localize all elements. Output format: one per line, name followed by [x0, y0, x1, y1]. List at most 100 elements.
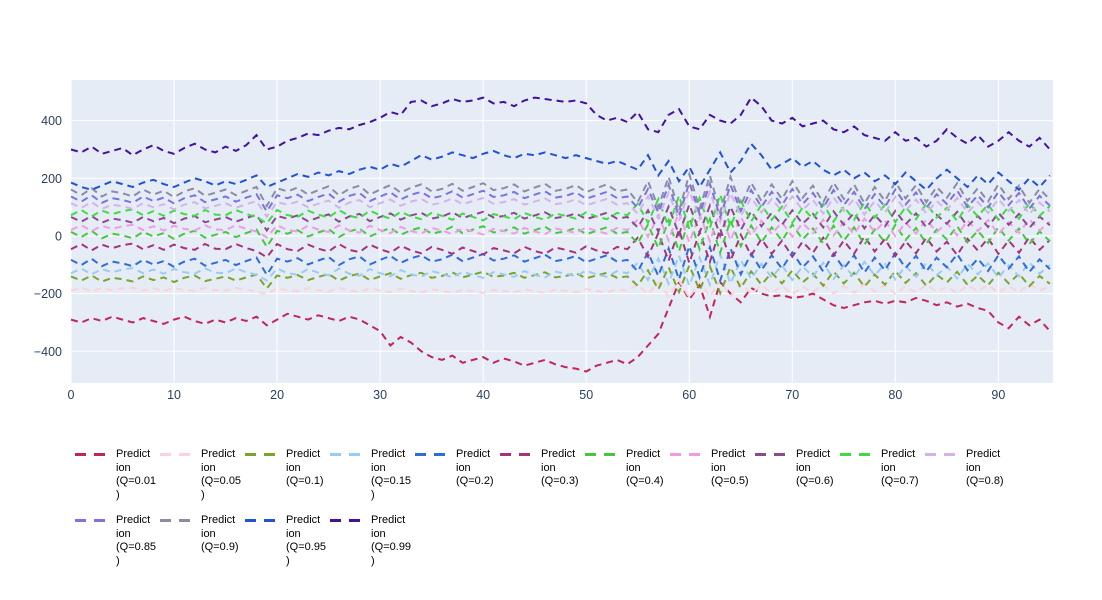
legend-item-q0-95[interactable]: Predict ion (Q=0.95) [245, 514, 330, 568]
x-tick-label: 50 [579, 388, 593, 402]
legend-label-line: ion [796, 461, 811, 474]
legend-item-q0-6[interactable]: Predict ion (Q=0.6) [755, 448, 840, 502]
legend-dash-swatch [415, 453, 445, 456]
legend-label-line: Predict [371, 448, 406, 460]
legend-dash-swatch [75, 453, 105, 456]
legend-label-line: ion [711, 461, 726, 474]
legend-label-line: Predict [286, 448, 321, 460]
legend-item-q0-1[interactable]: Predict ion (Q=0.1) [245, 448, 330, 502]
legend-dash-swatch [755, 453, 785, 456]
legend-dash-swatch [245, 519, 275, 522]
legend: Predict ion (Q=0.01) Predict ion (Q=0.05) Pred… [75, 448, 1010, 580]
legend-label-line: (Q=0.3) [541, 475, 579, 487]
series-line-q0-2 [70, 242, 1051, 285]
legend-label-line: ) [286, 554, 290, 567]
legend-item-q0-05[interactable]: Predict ion (Q=0.05) [160, 448, 245, 502]
legend-dash-swatch [585, 453, 615, 456]
plot-area[interactable]: −400 −200 0 200 400 0 10 20 30 40 50 60 70 80 90 [0, 0, 1102, 435]
legend-label-line: ) [371, 554, 375, 567]
legend-label-line: ion [116, 461, 131, 474]
legend-label-line: ion [456, 461, 471, 474]
legend-label: Predict ion (Q=0.4) [626, 448, 664, 489]
legend-label-line: Predict [116, 448, 151, 460]
series-line-q0-85 [70, 179, 1051, 221]
legend-label: Predict ion (Q=0.99) [371, 514, 411, 568]
legend-label-line: ion [881, 461, 896, 474]
y-tick-label: 400 [41, 114, 62, 128]
series-line-q0-01 [70, 279, 1051, 373]
legend-label-line: Predict [201, 448, 236, 460]
legend-label: Predict ion (Q=0.6) [796, 448, 834, 489]
x-tick-label: 80 [888, 388, 902, 402]
legend-label-line: ) [201, 488, 205, 501]
legend-label-line: Predict [201, 514, 236, 526]
x-tick-label: 10 [167, 388, 181, 402]
legend-item-q0-9[interactable]: Predict ion (Q=0.9) [160, 514, 245, 568]
legend-item-q0-4[interactable]: Predict ion (Q=0.4) [585, 448, 670, 502]
legend-item-q0-5[interactable]: Predict ion (Q=0.5) [670, 448, 755, 502]
legend-label-line: Predict [116, 514, 151, 526]
legend-dash-swatch [670, 453, 700, 456]
legend-label-line: ion [371, 461, 386, 474]
legend-label-line: (Q=0.5) [711, 475, 749, 487]
y-tick-label: 200 [41, 172, 62, 186]
legend-label: Predict ion (Q=0.15) [371, 448, 411, 502]
legend-label-line: Predict [966, 448, 1001, 460]
legend-item-q0-01[interactable]: Predict ion (Q=0.01) [75, 448, 160, 502]
legend-label: Predict ion (Q=0.3) [541, 448, 579, 489]
x-tick-label: 30 [373, 388, 387, 402]
legend-item-q0-85[interactable]: Predict ion (Q=0.85) [75, 514, 160, 568]
legend-item-q0-2[interactable]: Predict ion (Q=0.2) [415, 448, 500, 502]
legend-label-line: ion [116, 527, 131, 540]
legend-label-line: ion [286, 461, 301, 474]
legend-label-line: (Q=0.05 [201, 475, 242, 487]
legend-label-line: (Q=0.1) [286, 475, 324, 487]
y-tick-label: −400 [34, 345, 62, 359]
x-tick-label: 20 [270, 388, 284, 402]
legend-label: Predict ion (Q=0.2) [456, 448, 494, 489]
x-tick-label: 60 [682, 388, 696, 402]
legend-label-line: ion [201, 527, 216, 540]
legend-label-line: ) [116, 488, 120, 501]
legend-label-line: Predict [541, 448, 576, 460]
series-line-q0-4 [70, 214, 1051, 257]
legend-label-line: ) [116, 554, 120, 567]
y-tick-label: 0 [55, 229, 62, 243]
legend-label-line: Predict [286, 514, 321, 526]
legend-label-line: (Q=0.99 [371, 541, 412, 553]
legend-label: Predict ion (Q=0.85) [116, 514, 156, 568]
x-tick-label: 70 [785, 388, 799, 402]
legend-label: Predict ion (Q=0.5) [711, 448, 749, 489]
legend-item-q0-7[interactable]: Predict ion (Q=0.7) [840, 448, 925, 502]
legend-row: Predict ion (Q=0.01) Predict ion (Q=0.05) Pred… [75, 448, 1010, 502]
legend-dash-swatch [500, 453, 530, 456]
legend-label-line: (Q=0.7) [881, 475, 919, 487]
legend-label-line: (Q=0.85 [116, 541, 157, 553]
legend-label-line: ion [201, 461, 216, 474]
legend-label-line: ion [966, 461, 981, 474]
series-line-q0-8 [70, 187, 1051, 225]
legend-label-line: (Q=0.4) [626, 475, 664, 487]
legend-item-q0-15[interactable]: Predict ion (Q=0.15) [330, 448, 415, 502]
legend-label-line: ) [371, 488, 375, 501]
legend-dash-swatch [840, 453, 870, 456]
legend-dash-swatch [160, 519, 190, 522]
legend-dash-swatch [330, 453, 360, 456]
legend-item-q0-99[interactable]: Predict ion (Q=0.99) [330, 514, 415, 568]
legend-label-line: (Q=0.2) [456, 475, 494, 487]
series-line-q0-9 [70, 170, 1051, 216]
legend-dash-swatch [925, 453, 955, 456]
legend-label-line: Predict [456, 448, 491, 460]
legend-label-line: (Q=0.8) [966, 475, 1004, 487]
legend-dash-swatch [160, 453, 190, 456]
x-tick-label: 0 [68, 388, 75, 402]
legend-row: Predict ion (Q=0.85) Predict ion (Q=0.9) Predi… [75, 514, 1010, 568]
legend-label-line: Predict [796, 448, 831, 460]
legend-label-line: Predict [626, 448, 661, 460]
legend-item-q0-3[interactable]: Predict ion (Q=0.3) [500, 448, 585, 502]
legend-label: Predict ion (Q=0.1) [286, 448, 324, 489]
x-tick-label: 90 [991, 388, 1005, 402]
legend-label-line: ion [371, 527, 386, 540]
legend-item-q0-8[interactable]: Predict ion (Q=0.8) [925, 448, 1010, 502]
